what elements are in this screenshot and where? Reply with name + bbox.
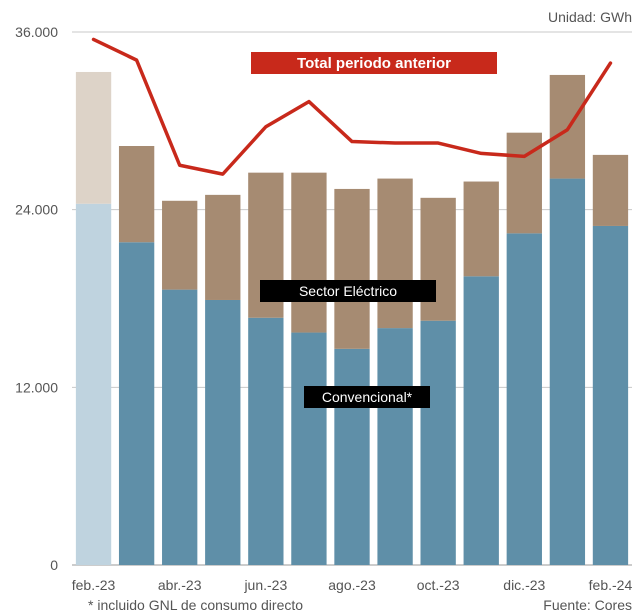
bar-convencional — [377, 328, 413, 565]
unit-label: Unidad: GWh — [548, 9, 632, 25]
total-previous-period-label: Total periodo anterior — [297, 55, 451, 72]
y-axis-ticks: 0 12.000 24.000 36.000 — [15, 24, 58, 573]
x-tick-label: jun.-23 — [243, 577, 287, 593]
bar-convencional — [592, 225, 629, 566]
bar-sector-electrico — [377, 178, 413, 329]
bar-convencional — [420, 320, 456, 565]
x-tick-label: feb.-24 — [589, 577, 633, 593]
x-tick-label: oct.-23 — [417, 577, 460, 593]
y-tick-label: 0 — [50, 557, 58, 573]
bar-convencional — [506, 233, 542, 565]
bar-sector-electrico — [420, 197, 456, 321]
source-label: Fuente: Cores — [543, 597, 632, 613]
bar-convencional — [248, 317, 284, 565]
total-previous-period-box: Total periodo anterior — [251, 52, 497, 74]
convencional-label: Convencional* — [322, 389, 413, 405]
footnote: * incluido GNL de consumo directo — [88, 597, 303, 613]
x-tick-label: feb.-23 — [72, 577, 116, 593]
y-tick-label: 24.000 — [15, 202, 58, 218]
stacked-bars — [75, 71, 629, 566]
bar-convencional — [334, 348, 370, 565]
y-tick-label: 12.000 — [15, 379, 58, 395]
bar-convencional — [75, 203, 112, 565]
y-tick-label: 36.000 — [15, 24, 58, 40]
bar-sector-electrico — [205, 194, 241, 300]
bar-convencional — [205, 299, 241, 565]
bar-sector-electrico — [334, 188, 370, 349]
bar-sector-electrico — [463, 181, 499, 277]
total-previous-period-line — [91, 37, 613, 176]
x-axis-ticks: feb.-23 abr.-23 jun.-23 ago.-23 oct.-23 dic.-… — [72, 577, 633, 593]
bar-convencional — [118, 242, 155, 565]
previous-period-line — [91, 37, 613, 176]
sector-electrico-label: Sector Eléctrico — [299, 283, 397, 299]
bar-convencional — [162, 289, 198, 565]
bar-sector-electrico — [291, 172, 327, 333]
bar-sector-electrico — [162, 200, 198, 290]
x-tick-label: abr.-23 — [158, 577, 202, 593]
x-tick-label: dic.-23 — [503, 577, 545, 593]
bar-convencional — [549, 178, 586, 565]
x-tick-label: ago.-23 — [328, 577, 376, 593]
bar-sector-electrico — [592, 154, 629, 226]
bar-convencional — [463, 276, 499, 565]
bar-sector-electrico — [118, 146, 155, 243]
convencional-box: Convencional* — [304, 386, 430, 408]
sector-electrico-box: Sector Eléctrico — [260, 280, 436, 302]
bar-sector-electrico — [75, 71, 112, 204]
bar-convencional — [291, 332, 327, 565]
